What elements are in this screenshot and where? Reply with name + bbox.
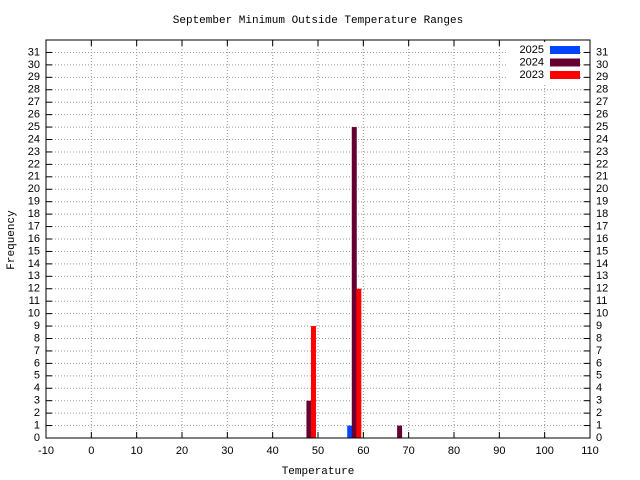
- y-tick-label: 11: [29, 295, 40, 307]
- chart-title: September Minimum Outside Temperature Ra…: [173, 15, 463, 27]
- y-tick-label: 17: [28, 220, 40, 232]
- y2-tick-label: 6: [596, 357, 602, 369]
- y-tick-label: 10: [28, 308, 40, 320]
- x-tick-label: 0: [88, 445, 94, 457]
- y-tick-label: 2: [34, 407, 40, 419]
- x-tick-label: 80: [448, 445, 460, 457]
- x-tick-label: 70: [403, 445, 415, 457]
- legend-label: 2025: [520, 44, 544, 56]
- x-tick-label: 10: [131, 445, 143, 457]
- y2-tick-label: 3: [596, 395, 602, 407]
- bar: [310, 326, 316, 438]
- y2-tick-label: 22: [596, 158, 608, 170]
- y-tick-label: 28: [28, 84, 40, 96]
- bar: [351, 127, 357, 438]
- y2-tick-label: 12: [596, 283, 608, 295]
- legend-label: 2024: [520, 56, 544, 68]
- y-tick-label: 0: [34, 432, 40, 444]
- y2-tick-label: 30: [596, 59, 608, 71]
- y2-tick-label: 11: [596, 295, 607, 307]
- y-tick-label: 19: [28, 196, 40, 208]
- x-tick-label: 20: [176, 445, 188, 457]
- y2-tick-label: 28: [596, 84, 608, 96]
- y2-tick-label: 17: [596, 220, 608, 232]
- y-tick-label: 5: [34, 370, 40, 382]
- y2-tick-label: 21: [596, 171, 608, 183]
- y-tick-label: 27: [28, 96, 40, 108]
- bar: [397, 425, 403, 438]
- legend-swatch: [550, 46, 580, 54]
- y-tick-label: 29: [28, 71, 40, 83]
- y-tick-label: 26: [28, 109, 40, 121]
- y-tick-label: 16: [28, 233, 40, 245]
- y-tick-label: 7: [34, 345, 40, 357]
- y2-tick-label: 19: [596, 196, 608, 208]
- y-tick-label: 31: [28, 46, 40, 58]
- legend-swatch: [550, 71, 580, 79]
- y2-tick-label: 14: [596, 258, 608, 270]
- x-tick-label: 60: [357, 445, 369, 457]
- y2-tick-label: 27: [596, 96, 608, 108]
- plot-border: [45, 39, 591, 439]
- y-tick-label: 23: [28, 146, 40, 158]
- y2-tick-label: 18: [596, 208, 608, 220]
- x-tick-label: 100: [535, 445, 553, 457]
- y2-tick-label: 16: [596, 233, 608, 245]
- y2-tick-label: 15: [596, 245, 608, 257]
- y2-tick-label: 29: [596, 71, 608, 83]
- legend-label: 2023: [520, 69, 544, 81]
- y2-tick-label: 8: [596, 332, 602, 344]
- y-tick-label: 1: [34, 419, 40, 431]
- y-tick-label: 18: [28, 208, 40, 220]
- y2-tick-label: 2: [596, 407, 602, 419]
- x-tick-label: 50: [312, 445, 324, 457]
- y2-tick-label: 5: [596, 370, 602, 382]
- x-tick-label: 40: [267, 445, 279, 457]
- y-tick-label: 8: [34, 332, 40, 344]
- y-tick-label: 4: [34, 382, 40, 394]
- y-tick-label: 20: [28, 183, 40, 195]
- x-tick-label: -10: [38, 445, 54, 457]
- y-tick-label: 9: [34, 320, 40, 332]
- y-axis-label: Frequency: [6, 210, 18, 270]
- y2-tick-label: 31: [596, 46, 608, 58]
- y2-tick-label: 4: [596, 382, 602, 394]
- y2-tick-label: 13: [596, 270, 608, 282]
- y2-tick-label: 26: [596, 109, 608, 121]
- bar: [306, 400, 312, 438]
- y2-tick-label: 24: [596, 133, 608, 145]
- y2-tick-label: 25: [596, 121, 608, 133]
- y-tick-label: 12: [28, 283, 40, 295]
- y2-tick-label: 0: [596, 432, 602, 444]
- y-tick-label: 24: [28, 133, 40, 145]
- y-tick-label: 14: [28, 258, 40, 270]
- bar: [356, 288, 362, 438]
- y-tick-label: 30: [28, 59, 40, 71]
- x-tick-label: 30: [221, 445, 233, 457]
- y-tick-label: 13: [28, 270, 40, 282]
- y-tick-label: 3: [34, 395, 40, 407]
- y-tick-label: 15: [28, 245, 40, 257]
- x-tick-label: 110: [581, 445, 599, 457]
- legend-swatch: [550, 58, 580, 67]
- y2-tick-label: 9: [596, 320, 602, 332]
- y-tick-label: 25: [28, 121, 40, 133]
- bar: [347, 425, 353, 438]
- y2-tick-label: 7: [596, 345, 602, 357]
- y-tick-label: 21: [28, 171, 40, 183]
- x-tick-label: 90: [493, 445, 505, 457]
- y2-tick-label: 23: [596, 146, 608, 158]
- y-tick-label: 22: [28, 158, 40, 170]
- x-axis-label: Temperature: [282, 466, 355, 478]
- y2-tick-label: 10: [596, 308, 608, 320]
- y-tick-label: 6: [34, 357, 40, 369]
- y2-tick-label: 20: [596, 183, 608, 195]
- y2-tick-label: 1: [596, 419, 602, 431]
